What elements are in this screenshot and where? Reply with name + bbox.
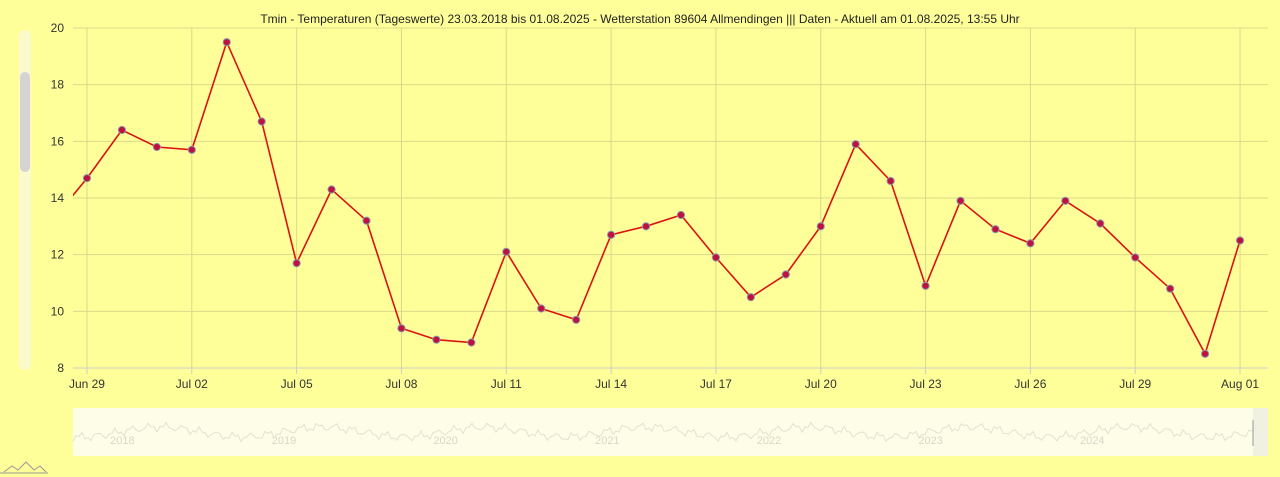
x-tick-label: Jul 29: [1119, 377, 1151, 391]
data-point[interactable]: [781, 270, 790, 279]
data-point[interactable]: [572, 315, 581, 324]
navigator-selection[interactable]: [1253, 408, 1268, 456]
navigator-year-label: 2019: [272, 435, 296, 447]
data-point[interactable]: [397, 324, 406, 333]
series-group: [73, 38, 1245, 358]
y-tick-label: 18: [51, 78, 65, 92]
data-point[interactable]: [222, 38, 231, 47]
chart-title: Tmin - Temperaturen (Tageswerte) 23.03.2…: [260, 12, 1019, 26]
data-point[interactable]: [467, 338, 476, 347]
data-point[interactable]: [816, 222, 825, 231]
vertical-scrollbar-thumb[interactable]: [20, 72, 30, 172]
navigator-year-label: 2023: [918, 435, 942, 447]
x-axis: Jun 29 Jul 02 Jul 05 Jul 08 Jul 11 Jul 14 Jul …: [69, 367, 1268, 391]
x-tick-label: Aug 01: [1221, 377, 1259, 391]
data-point[interactable]: [537, 304, 546, 313]
x-tick-label: Jul 23: [910, 377, 942, 391]
series-tmin: [73, 38, 1245, 358]
y-tick-label: 10: [51, 304, 65, 318]
data-point[interactable]: [921, 281, 930, 290]
data-point[interactable]: [362, 216, 371, 225]
data-point[interactable]: [1061, 196, 1070, 205]
x-tick-label: Jun 29: [69, 377, 105, 391]
x-tick-label: Jul 11: [491, 377, 522, 391]
data-point[interactable]: [641, 222, 651, 231]
data-point[interactable]: [851, 140, 860, 149]
x-tick-label: Jul 08: [385, 377, 417, 391]
data-point[interactable]: [746, 293, 755, 302]
navigator-year-label: 2021: [595, 435, 619, 447]
data-point[interactable]: [187, 145, 196, 154]
x-tick-label: Jul 17: [700, 377, 732, 391]
data-point[interactable]: [432, 335, 441, 344]
y-tick-label: 16: [51, 134, 65, 148]
y-axis: 8 10 12 14 16 18 20: [51, 21, 65, 375]
data-point[interactable]: [1026, 239, 1035, 248]
x-tick-label: Jul 02: [176, 377, 208, 391]
data-point[interactable]: [886, 176, 895, 186]
data-point[interactable]: [956, 196, 965, 205]
data-point[interactable]: [676, 210, 686, 220]
data-point[interactable]: [117, 125, 127, 135]
logo-icon: [0, 461, 48, 474]
data-point[interactable]: [711, 253, 721, 262]
x-tick-label: Jul 14: [595, 377, 627, 391]
y-tick-label: 14: [51, 191, 65, 205]
data-point[interactable]: [991, 225, 1000, 234]
navigator-series-line: [72, 421, 1268, 443]
data-point[interactable]: [502, 247, 511, 256]
y-tick-label: 8: [57, 361, 64, 375]
data-point[interactable]: [152, 142, 161, 152]
navigator-year-label: 2018: [110, 435, 134, 447]
navigator-year-label: 2022: [757, 435, 781, 447]
y-tick-label: 12: [51, 248, 65, 262]
y-tick-label: 20: [51, 21, 65, 35]
x-tick-label: Jul 05: [281, 377, 313, 391]
data-point[interactable]: [1131, 253, 1140, 262]
data-point[interactable]: [1166, 284, 1175, 293]
data-point[interactable]: [1235, 236, 1245, 245]
data-point[interactable]: [1096, 219, 1105, 228]
data-point[interactable]: [82, 174, 92, 183]
data-point[interactable]: [257, 117, 266, 126]
navigator: 2018 2019 2020 2021 2022 2023 2024: [72, 421, 1268, 447]
x-tick-label: Jul 26: [1014, 377, 1046, 391]
navigator-year-label: 2024: [1080, 435, 1104, 447]
data-point[interactable]: [292, 259, 301, 268]
navigator-year-label: 2020: [433, 435, 457, 447]
data-point[interactable]: [606, 230, 616, 239]
data-point[interactable]: [1201, 349, 1210, 358]
data-point[interactable]: [327, 185, 336, 194]
x-tick-label: Jul 20: [805, 377, 837, 391]
navigator-background[interactable]: [73, 408, 1268, 456]
